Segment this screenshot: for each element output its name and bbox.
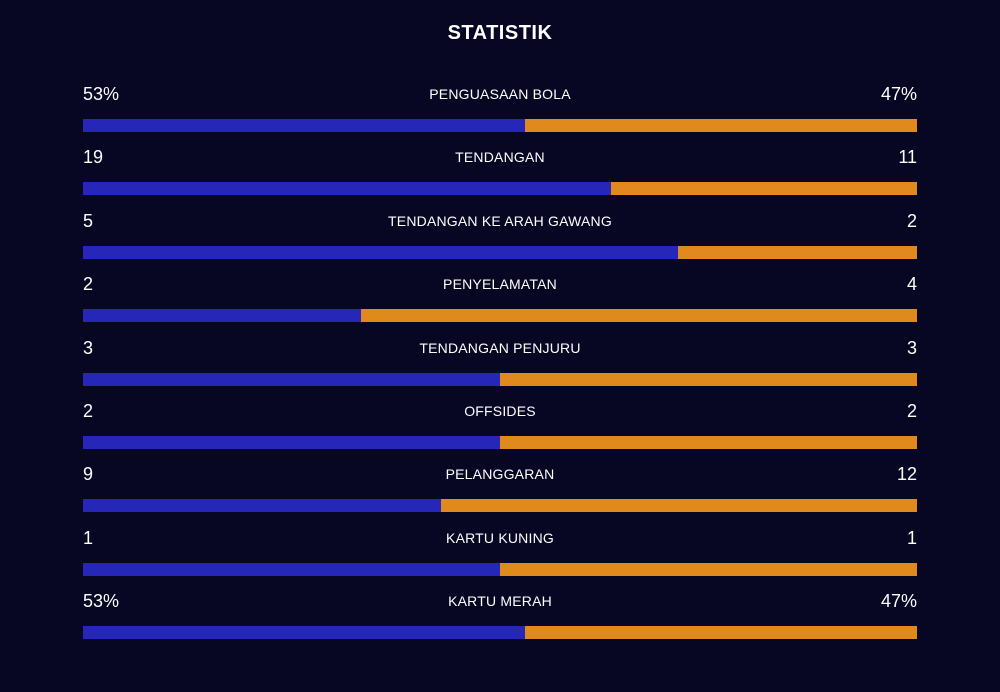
- away-bar-segment: [678, 245, 917, 259]
- away-bar-segment: [500, 562, 917, 576]
- home-bar-segment: [83, 499, 441, 513]
- away-bar-segment: [610, 182, 917, 196]
- home-bar-segment: [83, 182, 611, 196]
- stat-row-fouls: 9 PELANGGARAN 12: [83, 460, 917, 523]
- away-bar-segment: [500, 435, 917, 449]
- away-bar-segment: [525, 119, 917, 132]
- away-bar-segment: [440, 499, 917, 513]
- stat-row-saves: 2 PENYELAMATAN 4: [83, 270, 917, 333]
- comparison-bar: [83, 309, 917, 323]
- stat-row-yellow-cards: 1 KARTU KUNING 1: [83, 524, 917, 587]
- comparison-bar: [83, 626, 917, 640]
- stat-label: PELANGGARAN: [445, 466, 555, 483]
- stat-row-shots-on-target: 5 TENDANGAN KE ARAH GAWANG 2: [83, 207, 917, 270]
- stats-title: STATISTIK: [447, 22, 553, 44]
- home-bar-segment: [83, 626, 526, 640]
- home-bar-segment: [83, 435, 500, 449]
- comparison-bar: [83, 182, 917, 196]
- stat-row-possession: 53% PENGUASAAN BOLA 47%: [83, 80, 917, 143]
- away-value: 47%: [880, 591, 917, 612]
- stat-label: PENGUASAAN BOLA: [429, 86, 571, 102]
- away-bar-segment: [525, 626, 917, 640]
- home-value: 2: [83, 400, 94, 421]
- stat-label: OFFSIDES: [464, 402, 536, 419]
- home-value: 1: [83, 527, 94, 548]
- home-value: 2: [83, 274, 94, 295]
- away-value: 12: [896, 464, 917, 485]
- home-bar-segment: [83, 562, 500, 576]
- stat-label: KARTU KUNING: [446, 529, 554, 546]
- comparison-bar: [83, 499, 917, 513]
- home-value: 9: [83, 464, 94, 485]
- stat-row-corners: 3 TENDANGAN PENJURU 3: [83, 334, 917, 397]
- away-bar-segment: [500, 372, 917, 386]
- away-value: 4: [906, 274, 917, 295]
- comparison-bar: [83, 562, 917, 576]
- comparison-bar: [83, 372, 917, 386]
- away-value: 1: [906, 527, 917, 548]
- home-value: 5: [83, 210, 94, 231]
- comparison-bar: [83, 435, 917, 449]
- stat-label: KARTU MERAH: [448, 593, 552, 610]
- away-value: 3: [906, 337, 917, 358]
- comparison-bar: [83, 119, 917, 132]
- comparison-bar: [83, 245, 917, 259]
- home-value: 53%: [83, 591, 120, 612]
- away-value: 11: [898, 147, 917, 168]
- stat-label: TENDANGAN PENJURU: [419, 339, 581, 356]
- away-value: 2: [906, 400, 917, 421]
- home-bar-segment: [83, 245, 679, 259]
- stat-row-red-cards: 53% KARTU MERAH 47%: [83, 587, 917, 650]
- stat-row-shots: 19 TENDANGAN 11: [83, 143, 917, 206]
- home-value: 19: [83, 147, 104, 168]
- home-value: 53%: [83, 84, 120, 104]
- stat-label: TENDANGAN: [455, 149, 545, 166]
- away-value: 2: [906, 210, 917, 231]
- home-value: 3: [83, 337, 94, 358]
- home-bar-segment: [83, 309, 361, 323]
- away-value: 47%: [880, 84, 917, 104]
- stats-list: 53% PENGUASAAN BOLA 47% 19 TENDANGAN 11 …: [83, 80, 917, 651]
- away-bar-segment: [360, 309, 917, 323]
- stat-row-offsides: 2 OFFSIDES 2: [83, 397, 917, 460]
- stat-label: TENDANGAN KE ARAH GAWANG: [388, 212, 612, 229]
- stat-label: PENYELAMATAN: [443, 276, 557, 293]
- home-bar-segment: [83, 119, 526, 132]
- home-bar-segment: [83, 372, 500, 386]
